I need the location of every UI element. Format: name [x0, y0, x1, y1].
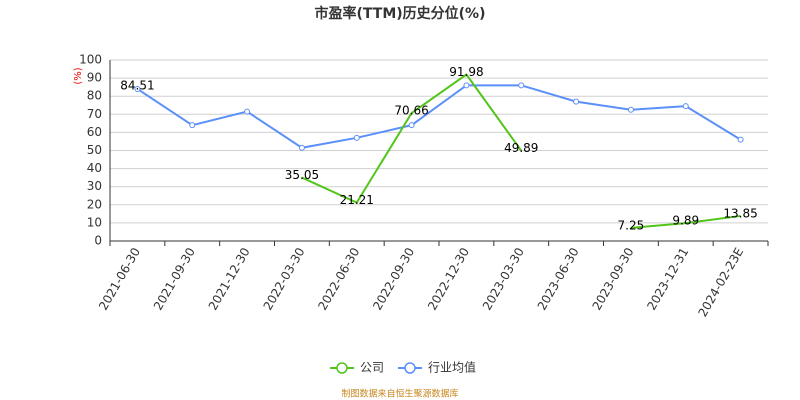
point: [244, 108, 251, 115]
x-tick-label: 2022-06-30: [315, 245, 362, 312]
y-tick-label: 60: [87, 125, 102, 139]
x-tick-label: 2023-09-30: [590, 245, 637, 312]
y-axis-label: (%): [73, 67, 84, 84]
point: [627, 106, 634, 113]
point: [518, 82, 525, 89]
chart-title: 市盈率(TTM)历史分位(%): [315, 5, 486, 22]
x-tick-label: 2022-03-30: [261, 245, 308, 312]
point: [682, 103, 689, 110]
data-label: 49.89: [504, 141, 538, 155]
legend-label: 公司: [360, 361, 384, 375]
x-tick-label: 2024-02-23E: [695, 245, 746, 319]
y-tick-label: 20: [87, 197, 102, 211]
x-tick-label: 2022-09-30: [370, 245, 417, 312]
point: [573, 98, 580, 105]
legend-icon: [336, 362, 348, 374]
series-line: [301, 73, 741, 229]
legend-label: 行业均值: [428, 360, 476, 375]
x-tick-label: 2021-06-30: [96, 245, 143, 312]
point: [408, 122, 415, 129]
y-tick-label: 80: [87, 89, 102, 103]
y-tick-label: 90: [87, 71, 102, 85]
data-label: 35.05: [285, 168, 319, 182]
legend-icon: [404, 362, 416, 374]
data-label: 91.98: [449, 65, 483, 79]
x-tick-label: 2023-12-31: [644, 245, 691, 312]
data-label: 70.66: [394, 104, 428, 118]
x-tick-label: 2021-12-30: [206, 245, 253, 312]
y-tick-label: 70: [87, 107, 102, 121]
point: [737, 136, 744, 143]
point: [463, 82, 470, 89]
y-tick-label: 40: [87, 161, 102, 175]
x-tick-label: 2022-12-30: [425, 245, 472, 312]
x-tick-label: 2023-03-30: [480, 245, 527, 312]
point: [298, 144, 305, 151]
data-label: 13.85: [723, 206, 757, 220]
data-label: 9.89: [672, 214, 699, 228]
point: [134, 85, 141, 92]
data-label: 21.21: [340, 193, 374, 207]
point: [189, 122, 196, 129]
source-note: 制图数据来自恒生聚源数据库: [341, 388, 458, 400]
data-label: 7.25: [618, 218, 645, 232]
y-tick-label: 30: [87, 179, 102, 193]
x-tick-label: 2023-06-30: [535, 245, 582, 312]
point: [353, 134, 360, 141]
series-line: [136, 84, 742, 149]
y-tick-label: 100: [79, 53, 102, 67]
data-label: 84.51: [120, 79, 154, 93]
y-tick-label: 50: [87, 143, 102, 157]
x-tick-label: 2021-09-30: [151, 245, 198, 312]
y-tick-label: 0: [94, 234, 102, 248]
y-tick-label: 10: [87, 215, 102, 229]
